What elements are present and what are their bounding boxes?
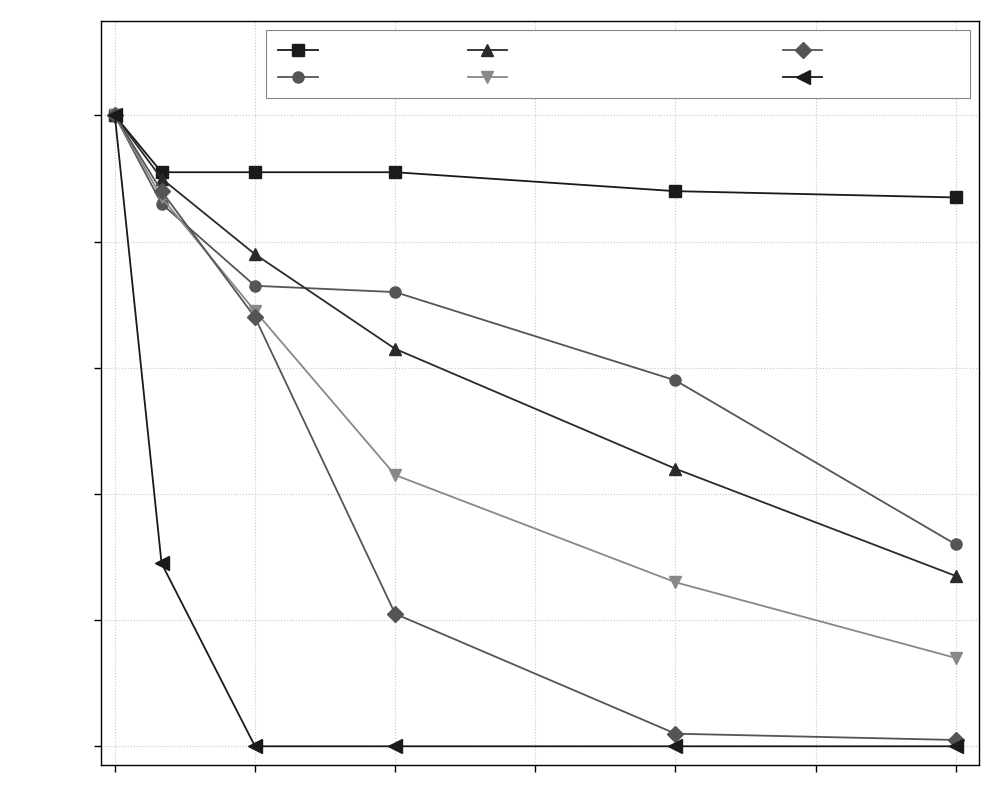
Fe/CuO	[950, 735, 962, 745]
Fe/CuO	[249, 312, 261, 322]
Fe/Cu₂O	[109, 111, 121, 121]
Fe/Cu₂O	[950, 540, 962, 550]
Fe/Cu²⁺	[950, 741, 962, 751]
Fe	[669, 186, 681, 196]
Fe	[249, 167, 261, 177]
Fe/Cu(OH)₂	[109, 111, 121, 121]
Fe/Cu₂O	[389, 287, 401, 297]
Line: Fe/Cu₂O: Fe/Cu₂O	[109, 110, 961, 550]
Fe/Cu₂(OH)₂CO₃	[669, 464, 681, 473]
Fe/CuO	[669, 729, 681, 738]
Fe/Cu²⁺	[389, 741, 401, 751]
Fe/Cu₂(OH)₂CO₃	[156, 174, 168, 183]
Fe/Cu(OH)₂	[389, 470, 401, 480]
Fe	[389, 167, 401, 177]
Fe/Cu²⁺	[669, 741, 681, 751]
Fe	[156, 167, 168, 177]
Line: Fe/Cu(OH)₂: Fe/Cu(OH)₂	[109, 109, 962, 665]
Legend: Fe, Fe/Cu₂O, Fe/Cu₂(OH)₂CO₃, Fe/Cu(OH)₂, Fe/CuO, Fe/Cu²⁺: Fe, Fe/Cu₂O, Fe/Cu₂(OH)₂CO₃, Fe/Cu(OH)₂,…	[266, 30, 970, 98]
Fe/Cu²⁺	[249, 741, 261, 751]
Fe/Cu(OH)₂	[950, 653, 962, 663]
Line: Fe/Cu₂(OH)₂CO₃: Fe/Cu₂(OH)₂CO₃	[109, 109, 962, 582]
Fe/Cu(OH)₂	[249, 306, 261, 316]
Fe/Cu₂O	[669, 376, 681, 385]
Fe/Cu₂(OH)₂CO₃	[950, 571, 962, 580]
Fe/Cu₂O	[156, 199, 168, 209]
Fe	[950, 193, 962, 202]
Fe	[109, 111, 121, 121]
Fe/Cu(OH)₂	[156, 193, 168, 202]
Fe/Cu(OH)₂	[669, 577, 681, 587]
Fe/CuO	[156, 186, 168, 196]
Line: Fe: Fe	[109, 110, 961, 203]
Fe/CuO	[389, 609, 401, 619]
Fe/Cu₂O	[249, 281, 261, 290]
Fe/Cu²⁺	[109, 111, 121, 121]
Line: Fe/CuO: Fe/CuO	[109, 110, 961, 745]
Fe/Cu₂(OH)₂CO₃	[109, 111, 121, 121]
Fe/CuO	[109, 111, 121, 121]
Line: Fe/Cu²⁺: Fe/Cu²⁺	[108, 109, 963, 753]
Fe/Cu₂(OH)₂CO₃	[389, 344, 401, 354]
Fe/Cu₂(OH)₂CO₃	[249, 250, 261, 259]
Fe/Cu²⁺	[156, 558, 168, 568]
